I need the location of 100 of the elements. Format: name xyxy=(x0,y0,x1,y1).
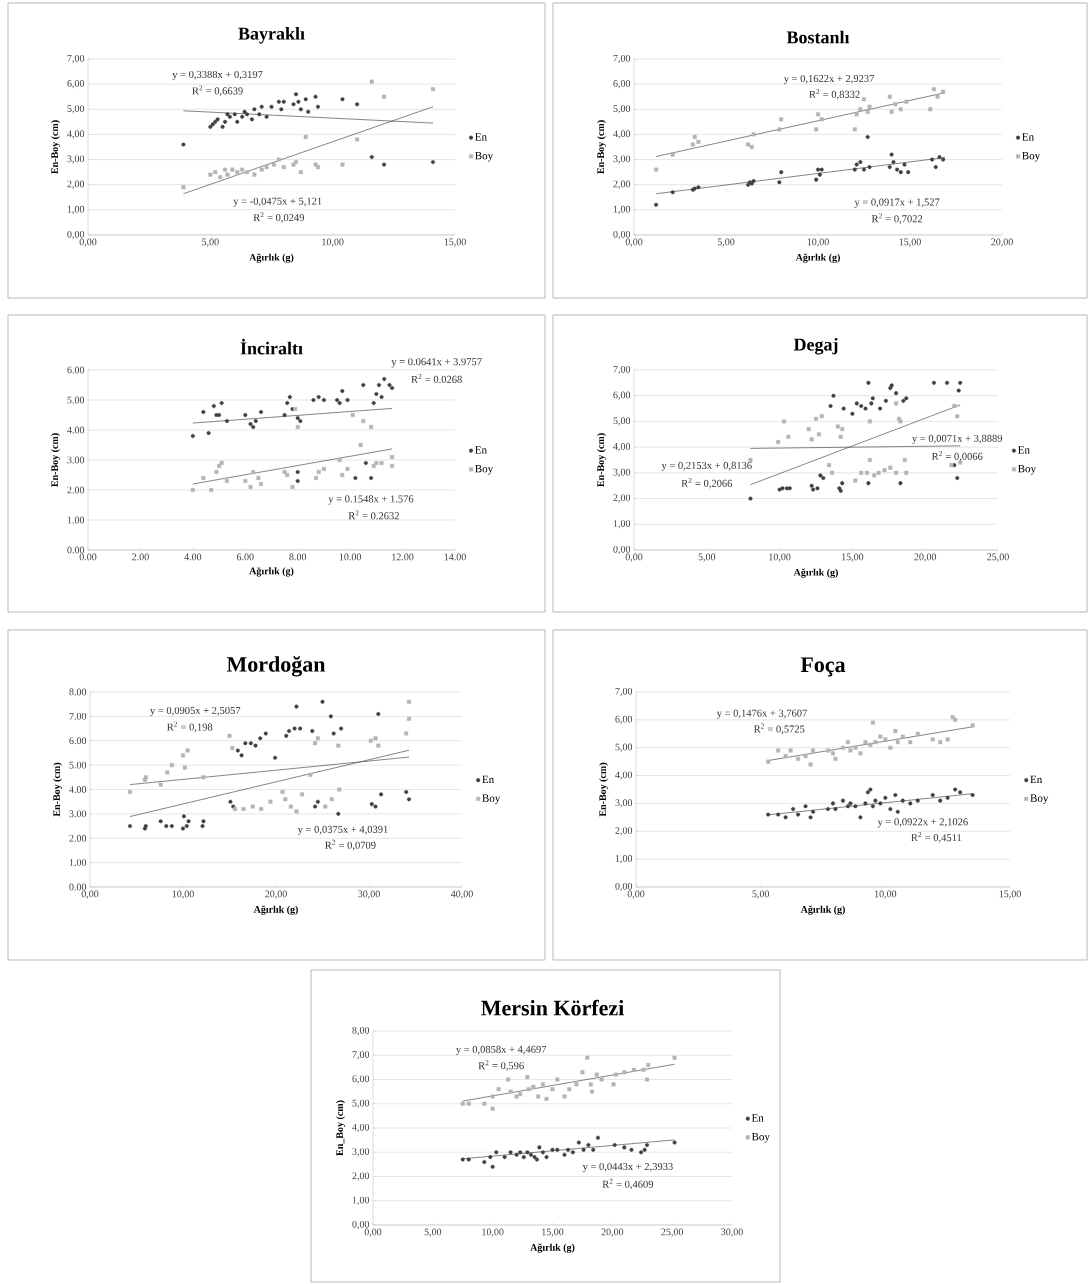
x-tick-label: 10,00 xyxy=(769,553,791,562)
x-axis-title: Ağırlık (g) xyxy=(249,253,294,263)
y-tick-label: 1,00 xyxy=(613,205,631,214)
y-tick-label: 5.00 xyxy=(69,761,87,769)
chart-title: Bostanlı xyxy=(786,30,850,44)
legend-label: En xyxy=(475,446,487,454)
x-tick-label: 10,00 xyxy=(482,1228,504,1237)
annotation: R$^{2}$ = 0,0066 xyxy=(931,450,983,462)
legend-label: En xyxy=(482,775,495,783)
x-tick-label: 15,00 xyxy=(444,238,466,247)
y-tick-label: 4.00 xyxy=(69,786,87,793)
annotation: y = 0,1622x + 2,9237 xyxy=(783,74,875,85)
y-tick-label: 2,00 xyxy=(352,1172,370,1181)
y-tick-label: 4,00 xyxy=(67,130,85,139)
x-tick-label: 10,00 xyxy=(807,238,829,247)
x-tick-label: 5,00 xyxy=(752,890,770,899)
annotation: y = 0,1476x + 3,7607 xyxy=(716,709,808,719)
annotation: R$^{2}$ = 0,0249 xyxy=(253,212,305,223)
y-tick-label: 0.00 xyxy=(67,546,85,554)
annotation: y = 0,0922x + 2,1026 xyxy=(877,818,968,828)
y-tick-label: 2.00 xyxy=(69,834,87,842)
legend-label: En xyxy=(1018,446,1030,454)
x-axis-title: Ağırlık (g) xyxy=(800,905,845,915)
y-tick-label: 7,00 xyxy=(615,687,633,697)
y-tick-label: 4,00 xyxy=(613,443,631,452)
annotation: R$^{2}$ = 0,2066 xyxy=(681,477,733,489)
legend-label: En xyxy=(1022,133,1034,141)
x-axis-title: Ağırlık (g) xyxy=(530,1243,575,1253)
annotation: y = -0,0475x + 5,121 xyxy=(233,197,322,207)
x-tick-label: 4.00 xyxy=(184,553,202,561)
y-tick-label: 2,00 xyxy=(67,180,85,189)
annotation: y = 0,0071x + 3,8889 xyxy=(912,434,1003,445)
x-tick-label: 25,00 xyxy=(661,1228,684,1237)
annotation: y = 0,0917x + 1,527 xyxy=(854,198,940,208)
y-tick-label: 0,00 xyxy=(613,230,631,240)
y-tick-label: 6,00 xyxy=(352,1075,370,1084)
y-tick-label: 1.00 xyxy=(69,859,87,867)
y-tick-label: 1,00 xyxy=(352,1196,370,1205)
x-tick-label: 0,00 xyxy=(81,890,99,899)
y-tick-label: 4,00 xyxy=(613,130,631,139)
y-axis-title: En-Boy (cm) xyxy=(53,762,63,817)
legend-label: En xyxy=(751,1114,764,1122)
y-tick-label: 5,00 xyxy=(613,105,631,114)
annotation: R$^{2}$ = 0,4511 xyxy=(911,832,962,843)
y-tick-label: 6,00 xyxy=(615,715,633,724)
y-tick-label: 5,00 xyxy=(67,105,85,114)
chart-title: İnciraltı xyxy=(240,338,303,355)
y-tick-label: 2,00 xyxy=(615,827,633,836)
y-tick-label: 5,00 xyxy=(615,743,633,752)
annotation: y = 0,0375x + 4,0391 xyxy=(297,825,388,836)
y-tick-label: 3,00 xyxy=(352,1148,370,1157)
y-tick-label: 0,00 xyxy=(352,1220,370,1230)
y-tick-label: 6,00 xyxy=(613,391,631,400)
chart-title: Bayraklı xyxy=(238,27,305,44)
y-tick-label: 7,00 xyxy=(67,54,85,64)
x-tick-label: 12.00 xyxy=(392,553,414,561)
y-tick-label: 8,00 xyxy=(352,1026,370,1036)
y-tick-label: 3.00 xyxy=(69,810,87,818)
legend-label: En xyxy=(475,133,487,141)
x-axis-title: Ağırlık (g) xyxy=(249,567,294,577)
x-tick-label: 14.00 xyxy=(444,553,466,561)
x-tick-label: 0,00 xyxy=(625,238,643,247)
annotation: y = 0.1548x + 1.576 xyxy=(328,495,414,505)
y-tick-label: 6.00 xyxy=(67,366,85,374)
annotation: y = 0,0905x + 2,5057 xyxy=(150,706,241,717)
x-tick-label: 10,00 xyxy=(874,890,897,899)
x-tick-label: 0,00 xyxy=(79,238,97,247)
x-tick-label: 0,00 xyxy=(627,890,645,899)
y-tick-label: 8.00 xyxy=(69,688,87,696)
x-tick-label: 15,00 xyxy=(542,1228,564,1237)
y-tick-label: 1,00 xyxy=(67,205,85,214)
x-tick-label: 15,00 xyxy=(899,238,921,247)
annotation: y = 0,3388x + 0,3197 xyxy=(172,70,263,81)
chart-title: Degaj xyxy=(793,337,838,355)
legend-label: Boy xyxy=(751,1133,770,1143)
y-tick-label: 7,00 xyxy=(352,1051,370,1060)
y-tick-label: 3,00 xyxy=(615,799,633,808)
annotation: R$^{2}$ = 0,6639 xyxy=(192,85,243,96)
x-tick-label: 2.00 xyxy=(132,553,149,561)
annotation: R$^{2}$ = 0.0268 xyxy=(411,373,462,383)
y-tick-label: 7.00 xyxy=(69,712,87,720)
x-axis-title: Ağırlık (g) xyxy=(253,905,298,915)
y-tick-label: 2,00 xyxy=(613,494,631,503)
y-tick-label: 3,00 xyxy=(613,155,631,164)
x-tick-label: 20,00 xyxy=(991,238,1013,247)
x-tick-label: 5,00 xyxy=(424,1228,442,1237)
annotation: y = 0,2153x + 0,8136 xyxy=(661,461,752,472)
y-tick-label: 4.00 xyxy=(67,426,85,434)
y-tick-label: 6,00 xyxy=(613,80,631,89)
y-tick-label: 2,00 xyxy=(613,180,631,189)
legend-label: Boy xyxy=(482,794,501,805)
x-tick-label: 6.00 xyxy=(236,553,254,561)
y-tick-label: 3,00 xyxy=(613,468,631,477)
x-tick-label: 30,00 xyxy=(721,1228,743,1237)
x-tick-label: 0,00 xyxy=(364,1228,382,1237)
y-tick-label: 7,00 xyxy=(613,365,631,375)
y-tick-label: 6,00 xyxy=(67,80,85,89)
y-tick-label: 2.00 xyxy=(67,486,85,494)
y-tick-label: 0,00 xyxy=(67,230,85,240)
annotation: R$^{2}$ = 0,596 xyxy=(478,1060,524,1071)
